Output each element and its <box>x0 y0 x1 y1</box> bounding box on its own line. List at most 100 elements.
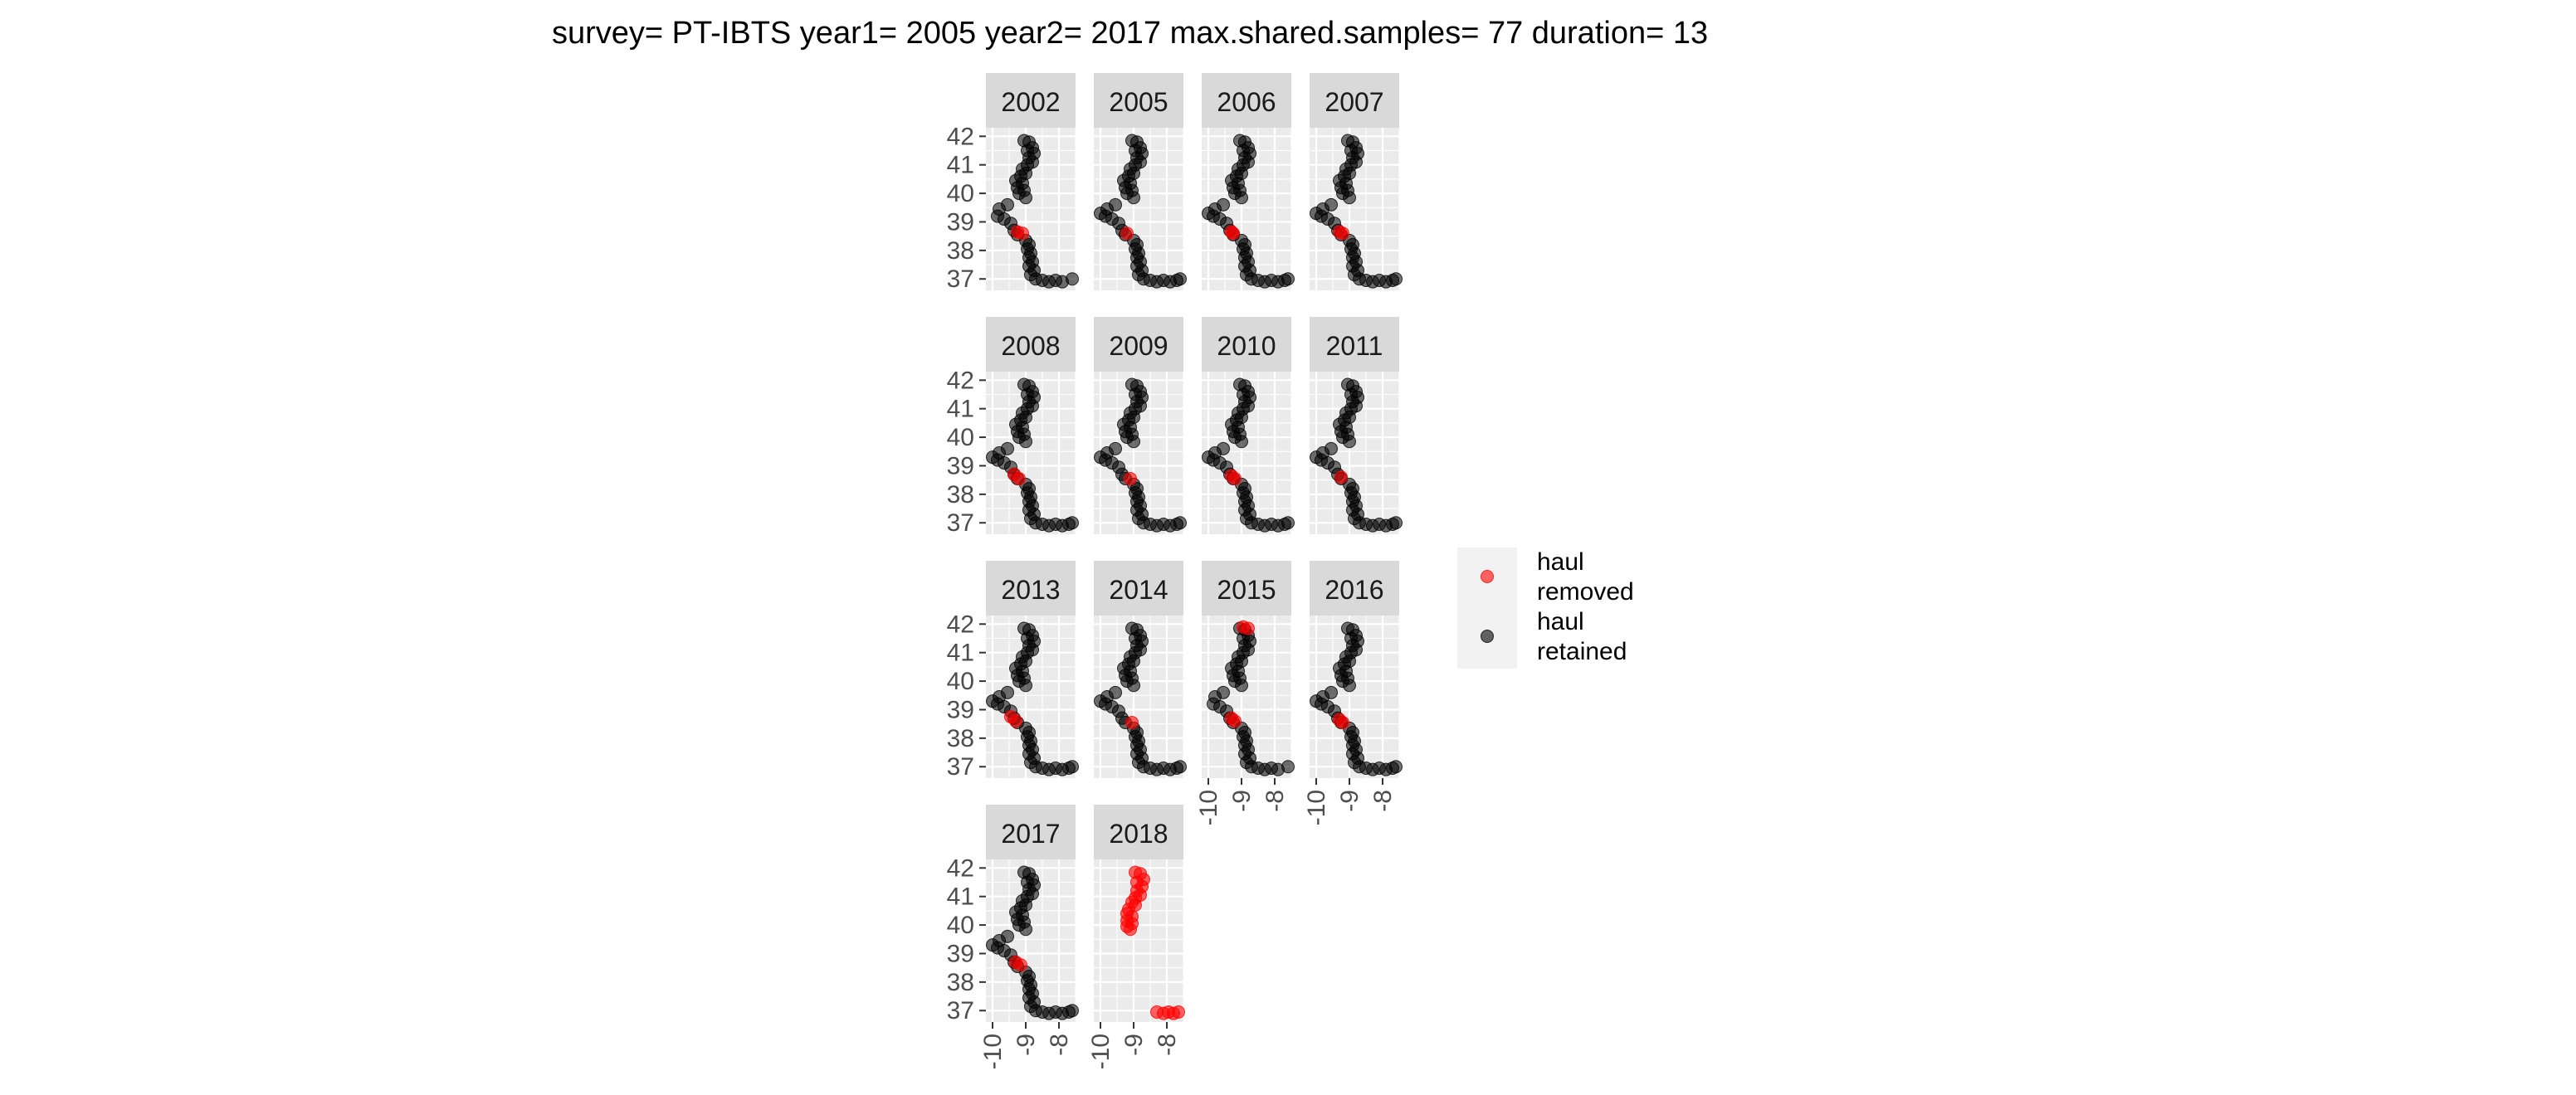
point-retained <box>1235 679 1248 693</box>
x-tick-label: -9 <box>1120 1034 1148 1056</box>
point-retained <box>1173 760 1187 774</box>
y-tick-label: 42 <box>947 854 974 882</box>
point-retained <box>1281 516 1295 530</box>
x-tick-label: -10 <box>1195 790 1222 825</box>
facet-strip <box>1094 561 1183 616</box>
y-tick-label: 41 <box>947 640 974 667</box>
point-retained <box>1389 516 1403 530</box>
y-tick-label: 40 <box>947 668 974 695</box>
y-tick-label: 42 <box>947 611 974 638</box>
facet-strip <box>1094 317 1183 372</box>
point-retained <box>1066 516 1079 530</box>
facet-strip-label: 2016 <box>1325 575 1383 605</box>
facet-panel-2015: 2015 -10 -9 -8 <box>1195 561 1295 825</box>
facet-panel-2007: 2007 <box>1310 73 1403 290</box>
point-retained <box>1281 272 1295 286</box>
points-2017 <box>986 865 1079 1020</box>
y-tick-label: 39 <box>947 696 974 723</box>
point-retained <box>1127 679 1140 693</box>
point-retained <box>1019 679 1032 693</box>
facet-strip-label: 2007 <box>1325 87 1383 117</box>
points-2018 <box>1120 865 1185 1020</box>
point-removed <box>1124 471 1137 485</box>
point-retained <box>1127 191 1140 205</box>
point-retained <box>1389 760 1403 774</box>
point-removed <box>1227 226 1240 241</box>
point-removed <box>1016 226 1029 241</box>
x-tick-label: -9 <box>1012 1034 1040 1056</box>
facet-panel-2014: 2014 <box>1094 561 1187 778</box>
facet-strip-label: 2018 <box>1109 819 1168 849</box>
facet-panel-2016: 2016 -10 -9 -8 <box>1303 561 1403 825</box>
facet-strip <box>1310 73 1399 128</box>
y-tick-label: 39 <box>947 452 974 479</box>
point-removed <box>1336 715 1349 729</box>
x-tick-label: -10 <box>1303 790 1330 825</box>
point-retained <box>1173 272 1187 286</box>
chart-title: survey= PT-IBTS year1= 2005 year2= 2017 … <box>552 16 1708 51</box>
points-2007 <box>1310 134 1403 289</box>
point-retained <box>1019 191 1032 205</box>
facet-strip <box>1202 561 1291 616</box>
point-retained <box>1173 516 1187 530</box>
y-tick-label: 38 <box>947 725 974 752</box>
x-tick-label: -8 <box>1369 790 1397 812</box>
facet-panel-2018: 2018 -10 -9 -8 <box>1087 805 1185 1069</box>
plot-area <box>986 859 1079 1022</box>
plot-area <box>1094 859 1185 1022</box>
facet-strip-label: 2010 <box>1217 331 1276 361</box>
y-tick-label: 42 <box>947 123 974 150</box>
legend-label-retained: retained <box>1537 638 1627 665</box>
points-2002 <box>991 134 1079 289</box>
points-2010 <box>1202 377 1295 533</box>
point-removed <box>1228 471 1242 485</box>
facet-panel-2009: 2009 <box>1094 317 1187 534</box>
facet-strip-label: 2006 <box>1217 87 1276 117</box>
point-removed <box>1334 470 1348 484</box>
facet-strip <box>986 805 1076 859</box>
point-removed <box>1125 715 1139 729</box>
legend-label-removed: removed <box>1537 578 1634 606</box>
x-tick-label: -10 <box>979 1034 1007 1069</box>
point-retained <box>1066 760 1079 774</box>
x-tick-label: -10 <box>1087 1034 1115 1069</box>
facet-strip <box>986 561 1076 616</box>
y-tick-label: 38 <box>947 481 974 509</box>
plot-area <box>1202 616 1295 778</box>
point-retained <box>1019 922 1032 937</box>
facet-strip-label: 2002 <box>1001 87 1060 117</box>
point-retained <box>1127 435 1140 449</box>
facet-strip <box>1202 73 1291 128</box>
legend-item-retained: haul retained <box>1481 608 1627 665</box>
y-tick-label: 41 <box>947 152 974 179</box>
plot-area <box>1094 372 1187 534</box>
legend-key-retained <box>1481 630 1494 643</box>
y-tick-label: 39 <box>947 940 974 967</box>
plot-area <box>986 128 1079 290</box>
plot-area <box>1202 128 1295 290</box>
facet-strip-label: 2013 <box>1001 575 1060 605</box>
points-2015 <box>1207 620 1295 776</box>
y-tick-label: 37 <box>947 753 974 781</box>
points-2011 <box>1310 377 1403 533</box>
facet-panel-2005: 2005 <box>1094 73 1187 290</box>
point-removed <box>1012 471 1026 485</box>
y-tick-label: 41 <box>947 396 974 423</box>
facet-strip-label: 2005 <box>1109 87 1168 117</box>
points-2005 <box>1094 134 1187 289</box>
point-removed <box>1124 922 1137 937</box>
facet-strip-label: 2014 <box>1109 575 1168 605</box>
facet-strip <box>1310 561 1399 616</box>
facet-strip <box>986 73 1076 128</box>
points-2008 <box>986 377 1079 533</box>
point-retained <box>1235 435 1248 449</box>
point-retained <box>1343 435 1356 449</box>
point-removed <box>1228 714 1242 728</box>
facet-panel-2010: 2010 <box>1202 317 1295 534</box>
